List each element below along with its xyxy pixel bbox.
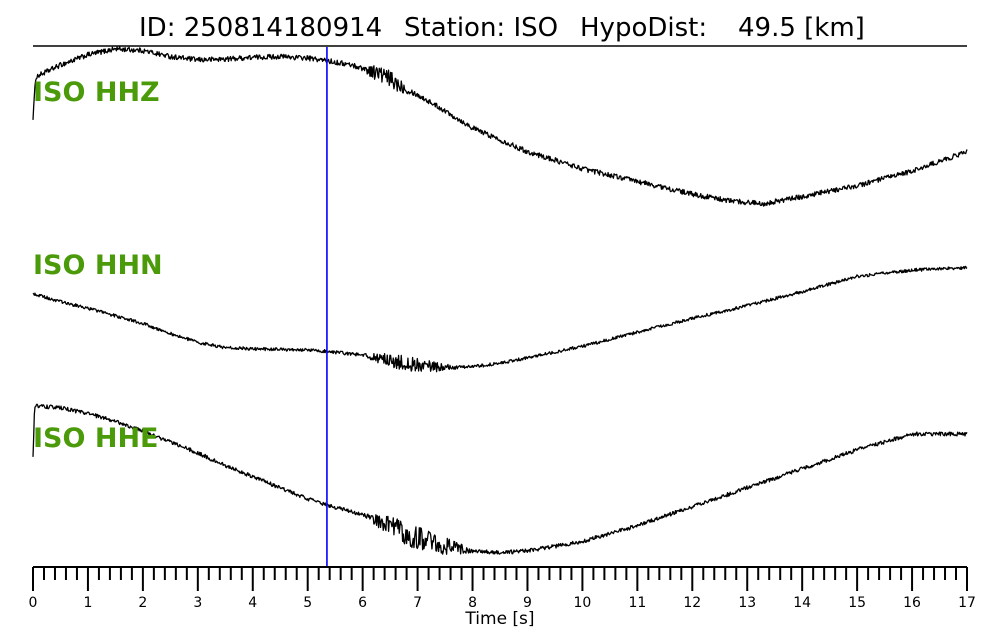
x-axis: 0 1 2 3 4 5 6 7 8 9 10 11 12 13 14 15 16 17 — [29, 566, 976, 611]
trace-hhz — [32, 46, 968, 207]
title-id: ID: 250814180914 — [139, 13, 382, 43]
tick-label: 10 — [573, 595, 591, 611]
tick-label: 14 — [793, 595, 811, 611]
tick-label: 7 — [413, 595, 422, 611]
x-axis-label: Time [s] — [464, 609, 534, 629]
tick-label: 16 — [903, 595, 921, 611]
title-station-value: ISO — [513, 13, 558, 43]
trace-hhn — [32, 265, 968, 373]
tick-label: 8 — [468, 595, 477, 611]
tick-label: 9 — [523, 595, 532, 611]
tick-label: 13 — [738, 595, 756, 611]
channel-label-hhn: ISO HHN — [33, 250, 163, 281]
title-station: Station: ISO — [404, 13, 558, 43]
tick-label: 2 — [138, 595, 147, 611]
tick-label: 4 — [248, 595, 257, 611]
channel-label-hhe: ISO HHE — [33, 423, 158, 454]
tick-label: 17 — [958, 595, 976, 611]
title-hypodist-label: HypoDist: — [580, 13, 707, 43]
tick-label: 12 — [683, 595, 701, 611]
trace-hhe — [32, 403, 968, 555]
tick-label: 1 — [83, 595, 92, 611]
title-hypodist-value: 49.5 [km] — [738, 13, 865, 43]
traces-group — [32, 46, 968, 555]
title-station-label: Station: — [404, 13, 505, 43]
tick-label: 11 — [628, 595, 646, 611]
title-id-value: 250814180914 — [184, 13, 383, 43]
tick-label: 5 — [303, 595, 312, 611]
tick-label: 6 — [358, 595, 367, 611]
tick-label: 3 — [193, 595, 202, 611]
channel-label-hhz: ISO HHZ — [33, 77, 160, 108]
channel-labels-group: ISO HHZ ISO HHN ISO HHE — [33, 77, 163, 454]
tick-label: 0 — [29, 595, 38, 611]
title-id-label: ID: — [139, 13, 175, 43]
tick-label: 15 — [848, 595, 866, 611]
